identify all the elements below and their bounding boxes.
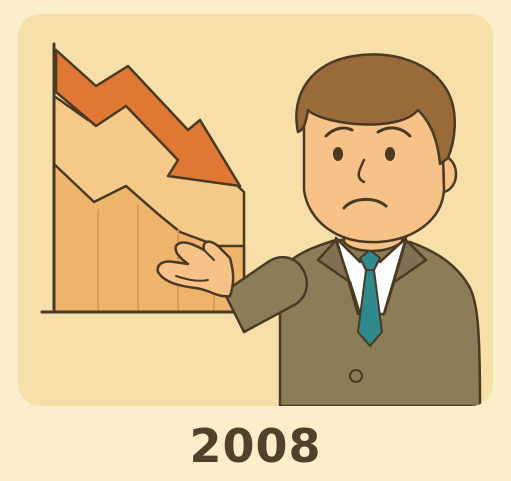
frown-mouth xyxy=(342,198,388,210)
hand-finger-line xyxy=(203,249,215,261)
suit-button xyxy=(349,369,363,383)
hand-finger-line xyxy=(175,275,209,282)
right-eye xyxy=(385,147,395,161)
illustration-panel xyxy=(18,14,493,406)
suit-sleeve xyxy=(222,255,309,334)
illustration-canvas xyxy=(18,14,493,406)
presenting-hand xyxy=(156,240,235,298)
down-arrow-icon xyxy=(54,48,242,188)
right-lapel xyxy=(382,238,428,316)
right-eyebrow xyxy=(376,126,412,138)
businessman-icon xyxy=(156,53,482,406)
left-eye xyxy=(333,147,343,161)
left-lapel xyxy=(316,238,362,316)
nose xyxy=(357,158,366,184)
year-caption: 2008 xyxy=(189,419,322,473)
left-eyebrow xyxy=(324,126,354,138)
hair xyxy=(295,53,456,166)
